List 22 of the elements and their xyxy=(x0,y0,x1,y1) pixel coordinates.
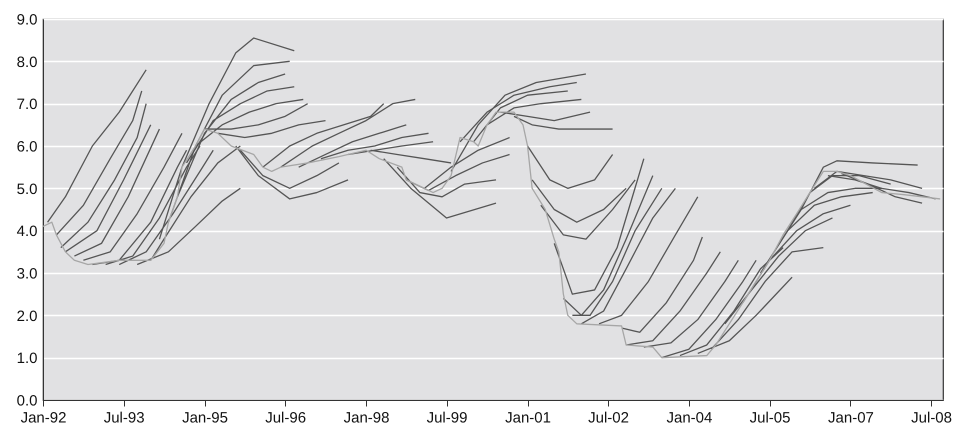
x-tick-label: Jul-08 xyxy=(911,410,952,426)
x-tick-label: Jul-05 xyxy=(750,410,790,426)
y-tick-label: 1.0 xyxy=(16,350,38,368)
x-tick-label: Jan-01 xyxy=(505,410,551,426)
x-tick-label: Jan-07 xyxy=(828,410,874,426)
x-tick-label: Jul-99 xyxy=(426,410,468,426)
y-tick-label: 6.0 xyxy=(16,138,38,156)
x-tick-label: Jan-04 xyxy=(666,410,712,426)
y-tick-label: 3.0 xyxy=(16,266,38,282)
y-tick-label: 4.0 xyxy=(16,223,38,240)
x-tick-label: Jul-93 xyxy=(104,410,145,426)
y-tick-label: 8.0 xyxy=(16,54,38,71)
x-tick-label: Jan-95 xyxy=(182,410,228,426)
y-tick-label: 5.0 xyxy=(16,180,38,198)
y-tick-label: 2.0 xyxy=(16,308,38,325)
x-tick-label: Jul-02 xyxy=(588,410,629,426)
y-tick-label: 0.0 xyxy=(16,392,38,410)
x-tick-label: Jan-92 xyxy=(20,410,66,426)
y-tick-label: 7.0 xyxy=(16,96,38,114)
x-tick-label: Jan-98 xyxy=(344,410,390,426)
x-tick-label: Jul-96 xyxy=(265,410,306,426)
y-tick-label: 9.0 xyxy=(16,12,38,28)
